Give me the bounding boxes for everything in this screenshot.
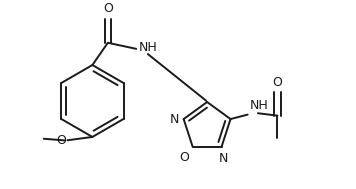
Text: O: O [103, 2, 113, 15]
Text: O: O [56, 134, 66, 147]
Text: O: O [179, 151, 189, 164]
Text: N: N [170, 113, 179, 125]
Text: NH: NH [138, 41, 157, 54]
Text: O: O [273, 76, 282, 89]
Text: NH: NH [250, 99, 269, 112]
Text: N: N [219, 152, 228, 165]
